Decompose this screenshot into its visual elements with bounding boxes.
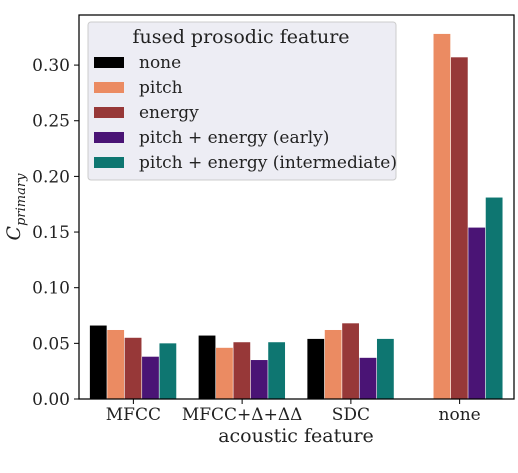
y-tick-label: 0.30 — [32, 56, 70, 76]
y-tick-label: 0.05 — [32, 334, 70, 354]
bar-mfcc--pitch-energy-early- — [250, 360, 268, 399]
bar-sdc-none — [307, 338, 325, 399]
legend-label: pitch — [139, 78, 183, 98]
bar-none-pitch-energy-early- — [468, 227, 486, 399]
axes-layer: 0.00 0.05 0.10 0.15 0.20 0.25 0.30 MFCC MFCC+Δ+Δ… — [32, 14, 515, 425]
legend-label: pitch + energy (early) — [139, 128, 329, 148]
legend-frame — [87, 21, 397, 181]
legend-label: none — [139, 53, 181, 73]
y-axis-title-main: C — [3, 225, 25, 240]
legend-swatch — [94, 157, 124, 168]
axis-titles: acoustic feature Cprimary — [3, 173, 374, 447]
x-tick-label: none — [439, 405, 481, 425]
x-axis-title: acoustic feature — [218, 425, 374, 447]
x-tick-label: SDC — [332, 405, 370, 425]
x-tick-label: MFCC+Δ+ΔΔ — [182, 405, 303, 425]
legend-swatch — [94, 107, 124, 118]
y-tick-label: 0.10 — [32, 279, 70, 299]
bars-layer — [89, 33, 503, 400]
bar-mfcc-none — [89, 325, 107, 399]
bar-mfcc-pitch — [107, 329, 125, 399]
legend-title: fused prosodic feature — [132, 26, 349, 48]
legend-label: pitch + energy (intermediate) — [139, 153, 397, 173]
bar-none-pitch-energy-intermediate- — [485, 197, 503, 399]
bar-mfcc-energy — [124, 337, 142, 399]
legend: fused prosodic feature none pitch energy pi… — [87, 21, 397, 181]
legend-label: energy — [139, 103, 199, 123]
bar-mfcc-pitch-energy-early- — [142, 356, 159, 399]
bar-mfcc--pitch-energy-intermediate- — [268, 342, 286, 399]
y-tick-label: 0.25 — [32, 112, 70, 132]
bar-sdc-energy — [342, 323, 359, 399]
legend-swatch — [94, 82, 124, 93]
y-tick-label: 0.20 — [32, 167, 70, 187]
bar-sdc-pitch — [324, 329, 342, 399]
bar-sdc-pitch-energy-intermediate- — [376, 338, 394, 399]
x-tick-label: MFCC — [106, 405, 161, 425]
y-axis-title-subscript: primary — [14, 173, 29, 226]
bar-mfcc-pitch-energy-intermediate- — [159, 343, 177, 399]
y-tick-label: 0.00 — [32, 390, 70, 410]
bar-sdc-pitch-energy-early- — [359, 357, 377, 399]
bar-mfcc--pitch — [216, 347, 233, 399]
legend-swatch — [94, 57, 124, 68]
y-axis-title: Cprimary — [3, 173, 29, 241]
bar-none-energy — [450, 57, 468, 400]
bar-mfcc--none — [198, 335, 216, 399]
y-tick-label: 0.15 — [32, 223, 70, 243]
bar-none-pitch — [433, 33, 451, 400]
plot-frame — [78, 14, 515, 400]
bar-mfcc--energy — [233, 342, 251, 399]
legend-swatch — [94, 132, 124, 143]
